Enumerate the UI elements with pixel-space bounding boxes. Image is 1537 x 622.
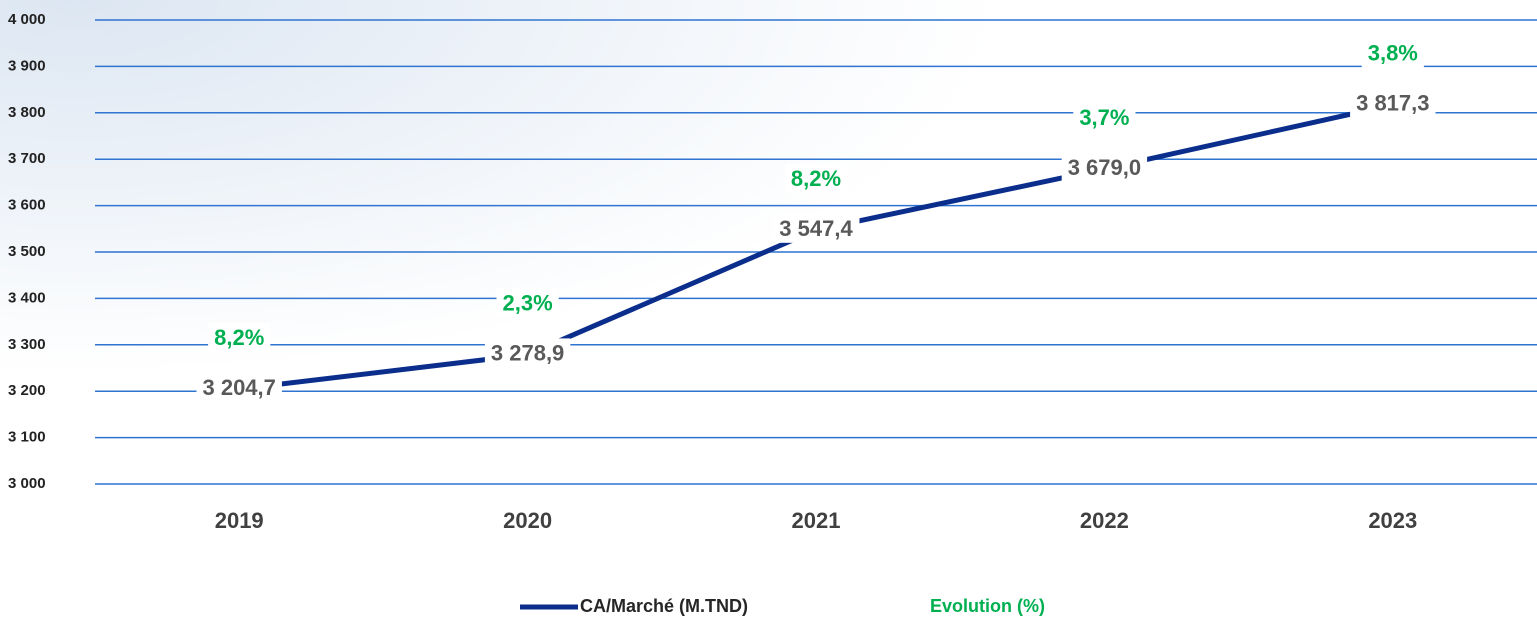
y-tick-label: 3 200 xyxy=(8,382,46,399)
x-tick-label: 2022 xyxy=(1080,508,1129,533)
x-tick-label: 2021 xyxy=(792,508,841,533)
data-label: 3 278,9 xyxy=(491,340,564,365)
y-tick-label: 3 500 xyxy=(8,243,46,260)
y-tick-label: 3 900 xyxy=(8,57,46,74)
evolution-label-bg xyxy=(784,163,848,193)
data-label-bg xyxy=(773,213,860,243)
legend-label: CA/Marché (M.TND) xyxy=(580,596,748,616)
data-label: 3 204,7 xyxy=(202,375,275,400)
evolution-label-bg xyxy=(1073,102,1136,132)
data-label-bg xyxy=(1350,88,1436,118)
y-tick-label: 4 000 xyxy=(8,11,46,28)
y-tick-label: 3 700 xyxy=(8,150,46,167)
x-tick-label: 2023 xyxy=(1368,508,1417,533)
x-tick-label: 2019 xyxy=(215,508,264,533)
y-tick-label: 3 100 xyxy=(8,429,46,446)
y-tick-label: 3 400 xyxy=(8,289,46,306)
data-label-bg xyxy=(196,372,282,402)
data-label: 3 679,0 xyxy=(1068,155,1141,180)
y-tick-label: 3 000 xyxy=(8,475,46,492)
y-tick-label: 3 300 xyxy=(8,336,46,353)
evolution-label: 3,8% xyxy=(1368,41,1418,66)
data-label-bg xyxy=(1061,152,1148,182)
data-label: 3 547,4 xyxy=(779,216,853,241)
evolution-label: 8,2% xyxy=(214,325,264,350)
data-label-bg xyxy=(484,338,571,368)
x-tick-label: 2020 xyxy=(503,508,552,533)
evolution-label-bg xyxy=(1361,38,1424,68)
legend-label: Evolution (%) xyxy=(930,596,1045,616)
data-label: 3 817,3 xyxy=(1356,91,1429,116)
evolution-label: 3,7% xyxy=(1079,105,1129,130)
y-tick-label: 3 800 xyxy=(8,104,46,121)
evolution-label: 2,3% xyxy=(503,290,553,315)
evolution-label-bg xyxy=(208,322,271,352)
evolution-label: 8,2% xyxy=(791,166,841,191)
y-tick-label: 3 600 xyxy=(8,197,46,214)
evolution-label-bg xyxy=(496,288,559,318)
